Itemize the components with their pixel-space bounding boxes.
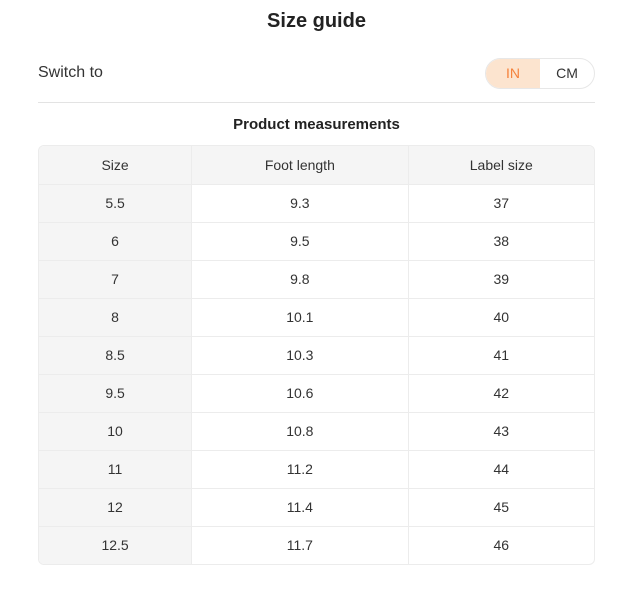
unit-toggle: IN CM	[485, 57, 595, 89]
column-header: Label size	[408, 146, 594, 185]
table-row: 8.5 10.3 41	[39, 336, 594, 375]
table-cell: 11.2	[191, 450, 409, 489]
table-row: 10 10.8 43	[39, 412, 594, 451]
switch-to-label: Switch to	[38, 64, 103, 81]
table-cell: 7	[39, 260, 193, 299]
table-cell: 9.8	[191, 260, 409, 299]
table-cell: 6	[39, 222, 193, 261]
table-cell: 44	[408, 450, 594, 489]
table-row: 12.5 11.7 46	[39, 526, 594, 564]
table-cell: 10.8	[191, 412, 409, 451]
size-table: Size Foot length Label size 5.5 9.3 37 6 9.5 38…	[39, 146, 594, 564]
table-cell: 45	[408, 488, 594, 527]
table-cell: 12	[39, 488, 193, 527]
table-cell: 10	[39, 412, 193, 451]
table-cell: 39	[408, 260, 594, 299]
table-cell: 5.5	[39, 184, 193, 223]
table-header-row: Size Foot length Label size	[39, 146, 594, 185]
table-row: 6 9.5 38	[39, 222, 594, 261]
table-row: 5.5 9.3 37	[39, 184, 594, 223]
table-cell: 8.5	[39, 336, 193, 375]
table-row: 7 9.8 39	[39, 260, 594, 299]
table-cell: 12.5	[39, 526, 193, 564]
table-cell: 40	[408, 298, 594, 337]
section-title: Product measurements	[233, 116, 400, 133]
table-row: 8 10.1 40	[39, 298, 594, 337]
page-title: Size guide	[267, 10, 366, 32]
table-cell: 9.3	[191, 184, 409, 223]
table-row: 11 11.2 44	[39, 450, 594, 489]
table-cell: 11	[39, 450, 193, 489]
size-table-container: Size Foot length Label size 5.5 9.3 37 6 9.5 38…	[38, 145, 595, 565]
table-row: 9.5 10.6 42	[39, 374, 594, 413]
unit-toggle-in-button[interactable]: IN	[486, 58, 540, 88]
table-cell: 11.7	[191, 526, 409, 564]
table-cell: 37	[408, 184, 594, 223]
table-cell: 9.5	[191, 222, 409, 261]
unit-toggle-cm-button[interactable]: CM	[540, 59, 594, 88]
table-body: 5.5 9.3 37 6 9.5 38 7 9.8 39 8 10.1 40 8.5 10.3 41 9.5 1…	[39, 184, 594, 564]
table-cell: 38	[408, 222, 594, 261]
column-header: Size	[39, 146, 193, 185]
table-cell: 10.6	[191, 374, 409, 413]
size-guide-panel: Size guide Switch to IN CM Product measu…	[38, 10, 595, 565]
table-cell: 11.4	[191, 488, 409, 527]
table-row: 12 11.4 45	[39, 488, 594, 527]
divider	[38, 102, 595, 103]
unit-switch-row: Switch to IN CM	[38, 57, 595, 89]
table-cell: 10.1	[191, 298, 409, 337]
table-cell: 41	[408, 336, 594, 375]
table-cell: 8	[39, 298, 193, 337]
table-cell: 42	[408, 374, 594, 413]
table-cell: 9.5	[39, 374, 193, 413]
table-cell: 46	[493, 537, 510, 554]
column-header: Foot length	[191, 146, 409, 185]
table-cell: 10.3	[191, 336, 409, 375]
table-cell: 43	[408, 412, 594, 451]
